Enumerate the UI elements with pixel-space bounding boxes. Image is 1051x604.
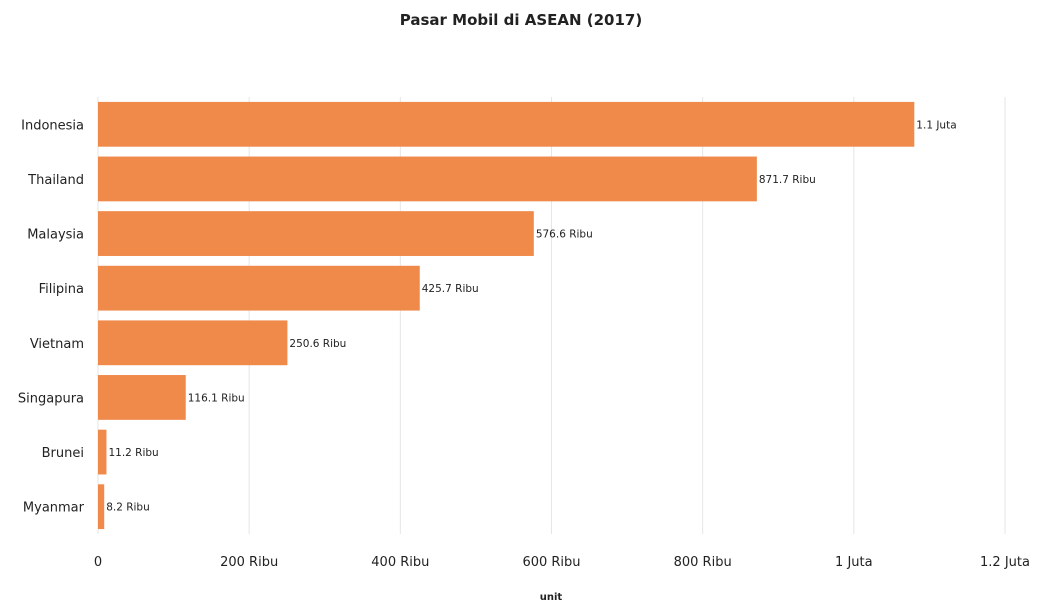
category-label: Thailand bbox=[27, 173, 84, 188]
bar-filipina bbox=[98, 265, 420, 311]
chart-title: Pasar Mobil di ASEAN (2017) bbox=[400, 11, 642, 29]
x-tick-label: 600 Ribu bbox=[522, 555, 580, 570]
category-labels: Indonesia Thailand Malaysia Filipina Vietnam… bbox=[18, 118, 85, 515]
bar-vietnam bbox=[98, 320, 288, 366]
category-label: Vietnam bbox=[30, 337, 84, 352]
x-axis-label: unit bbox=[540, 592, 563, 603]
data-label: 8.2 Ribu bbox=[106, 502, 150, 514]
x-tick-label: 200 Ribu bbox=[220, 555, 278, 570]
data-label: 116.1 Ribu bbox=[188, 392, 245, 404]
bar-brunei bbox=[98, 429, 107, 475]
data-label: 871.7 Ribu bbox=[759, 174, 816, 186]
data-label: 250.6 Ribu bbox=[289, 338, 346, 350]
category-label: Myanmar bbox=[23, 501, 85, 516]
data-label: 1.1 Juta bbox=[916, 119, 956, 131]
x-tick-label: 1 Juta bbox=[835, 555, 873, 570]
category-label: Malaysia bbox=[27, 228, 84, 243]
category-label: Brunei bbox=[42, 446, 84, 461]
category-label: Indonesia bbox=[21, 118, 84, 133]
x-tick-labels: 0 200 Ribu 400 Ribu 600 Ribu 800 Ribu 1 Juta 1… bbox=[94, 555, 1030, 570]
bar-thailand bbox=[98, 156, 757, 202]
bar-malaysia bbox=[98, 211, 534, 256]
bars bbox=[98, 101, 915, 530]
x-tick-label: 400 Ribu bbox=[371, 555, 429, 570]
category-label: Singapura bbox=[18, 391, 84, 406]
data-label: 425.7 Ribu bbox=[422, 283, 479, 295]
x-tick-label: 800 Ribu bbox=[674, 555, 732, 570]
bar-myanmar bbox=[98, 484, 105, 530]
x-tick-label: 1.2 Juta bbox=[980, 555, 1030, 570]
data-label: 576.6 Ribu bbox=[536, 229, 593, 241]
category-label: Filipina bbox=[39, 282, 84, 297]
bar-indonesia bbox=[98, 101, 915, 147]
data-label: 11.2 Ribu bbox=[108, 447, 158, 459]
x-tick-label: 0 bbox=[94, 555, 102, 570]
data-labels: 1.1 Juta 871.7 Ribu 576.6 Ribu 425.7 Ribu 25… bbox=[106, 119, 956, 513]
bar-singapura bbox=[98, 375, 186, 420]
